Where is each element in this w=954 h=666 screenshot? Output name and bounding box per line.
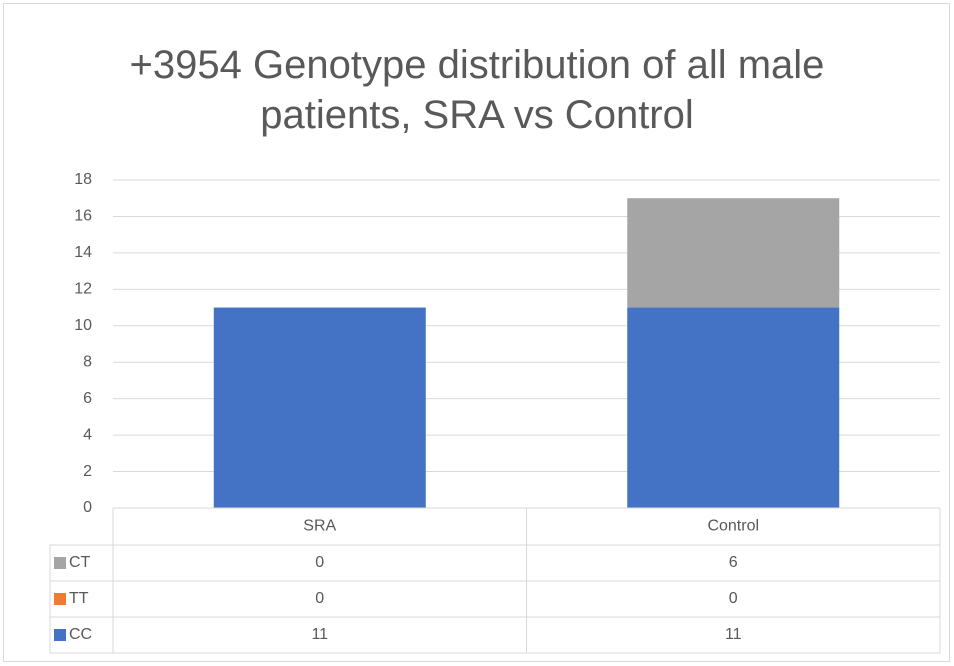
- x-tick-label: SRA: [303, 518, 336, 535]
- y-tick-label: 16: [74, 208, 92, 225]
- legend-label: TT: [69, 590, 89, 607]
- table-value: 0: [729, 590, 738, 607]
- legend-key: [54, 629, 66, 641]
- table-value: 6: [729, 554, 738, 571]
- legend-key: [54, 593, 66, 605]
- legend-label: CT: [69, 554, 91, 571]
- table-value: 11: [725, 626, 742, 643]
- y-tick-label: 14: [74, 244, 92, 261]
- legend-key: [54, 557, 66, 569]
- y-tick-label: 6: [83, 390, 92, 407]
- y-tick-label: 0: [83, 499, 92, 516]
- table-value: 11: [311, 626, 328, 643]
- bar-segment: [627, 198, 840, 308]
- legend-label: CC: [69, 626, 92, 643]
- table-value: 0: [315, 554, 324, 571]
- x-tick-label: Control: [707, 518, 759, 535]
- y-tick-label: 10: [74, 317, 92, 334]
- y-tick-label: 8: [83, 353, 92, 370]
- y-tick-label: 2: [83, 463, 92, 480]
- bar-segment: [213, 307, 426, 508]
- y-tick-label: 4: [83, 426, 92, 443]
- y-tick-label: 12: [74, 281, 92, 298]
- chart-title: +3954 Genotype distribution of all male …: [129, 43, 825, 137]
- bar-segment: [627, 307, 840, 508]
- table-value: 0: [315, 590, 324, 607]
- y-tick-label: 18: [74, 171, 92, 188]
